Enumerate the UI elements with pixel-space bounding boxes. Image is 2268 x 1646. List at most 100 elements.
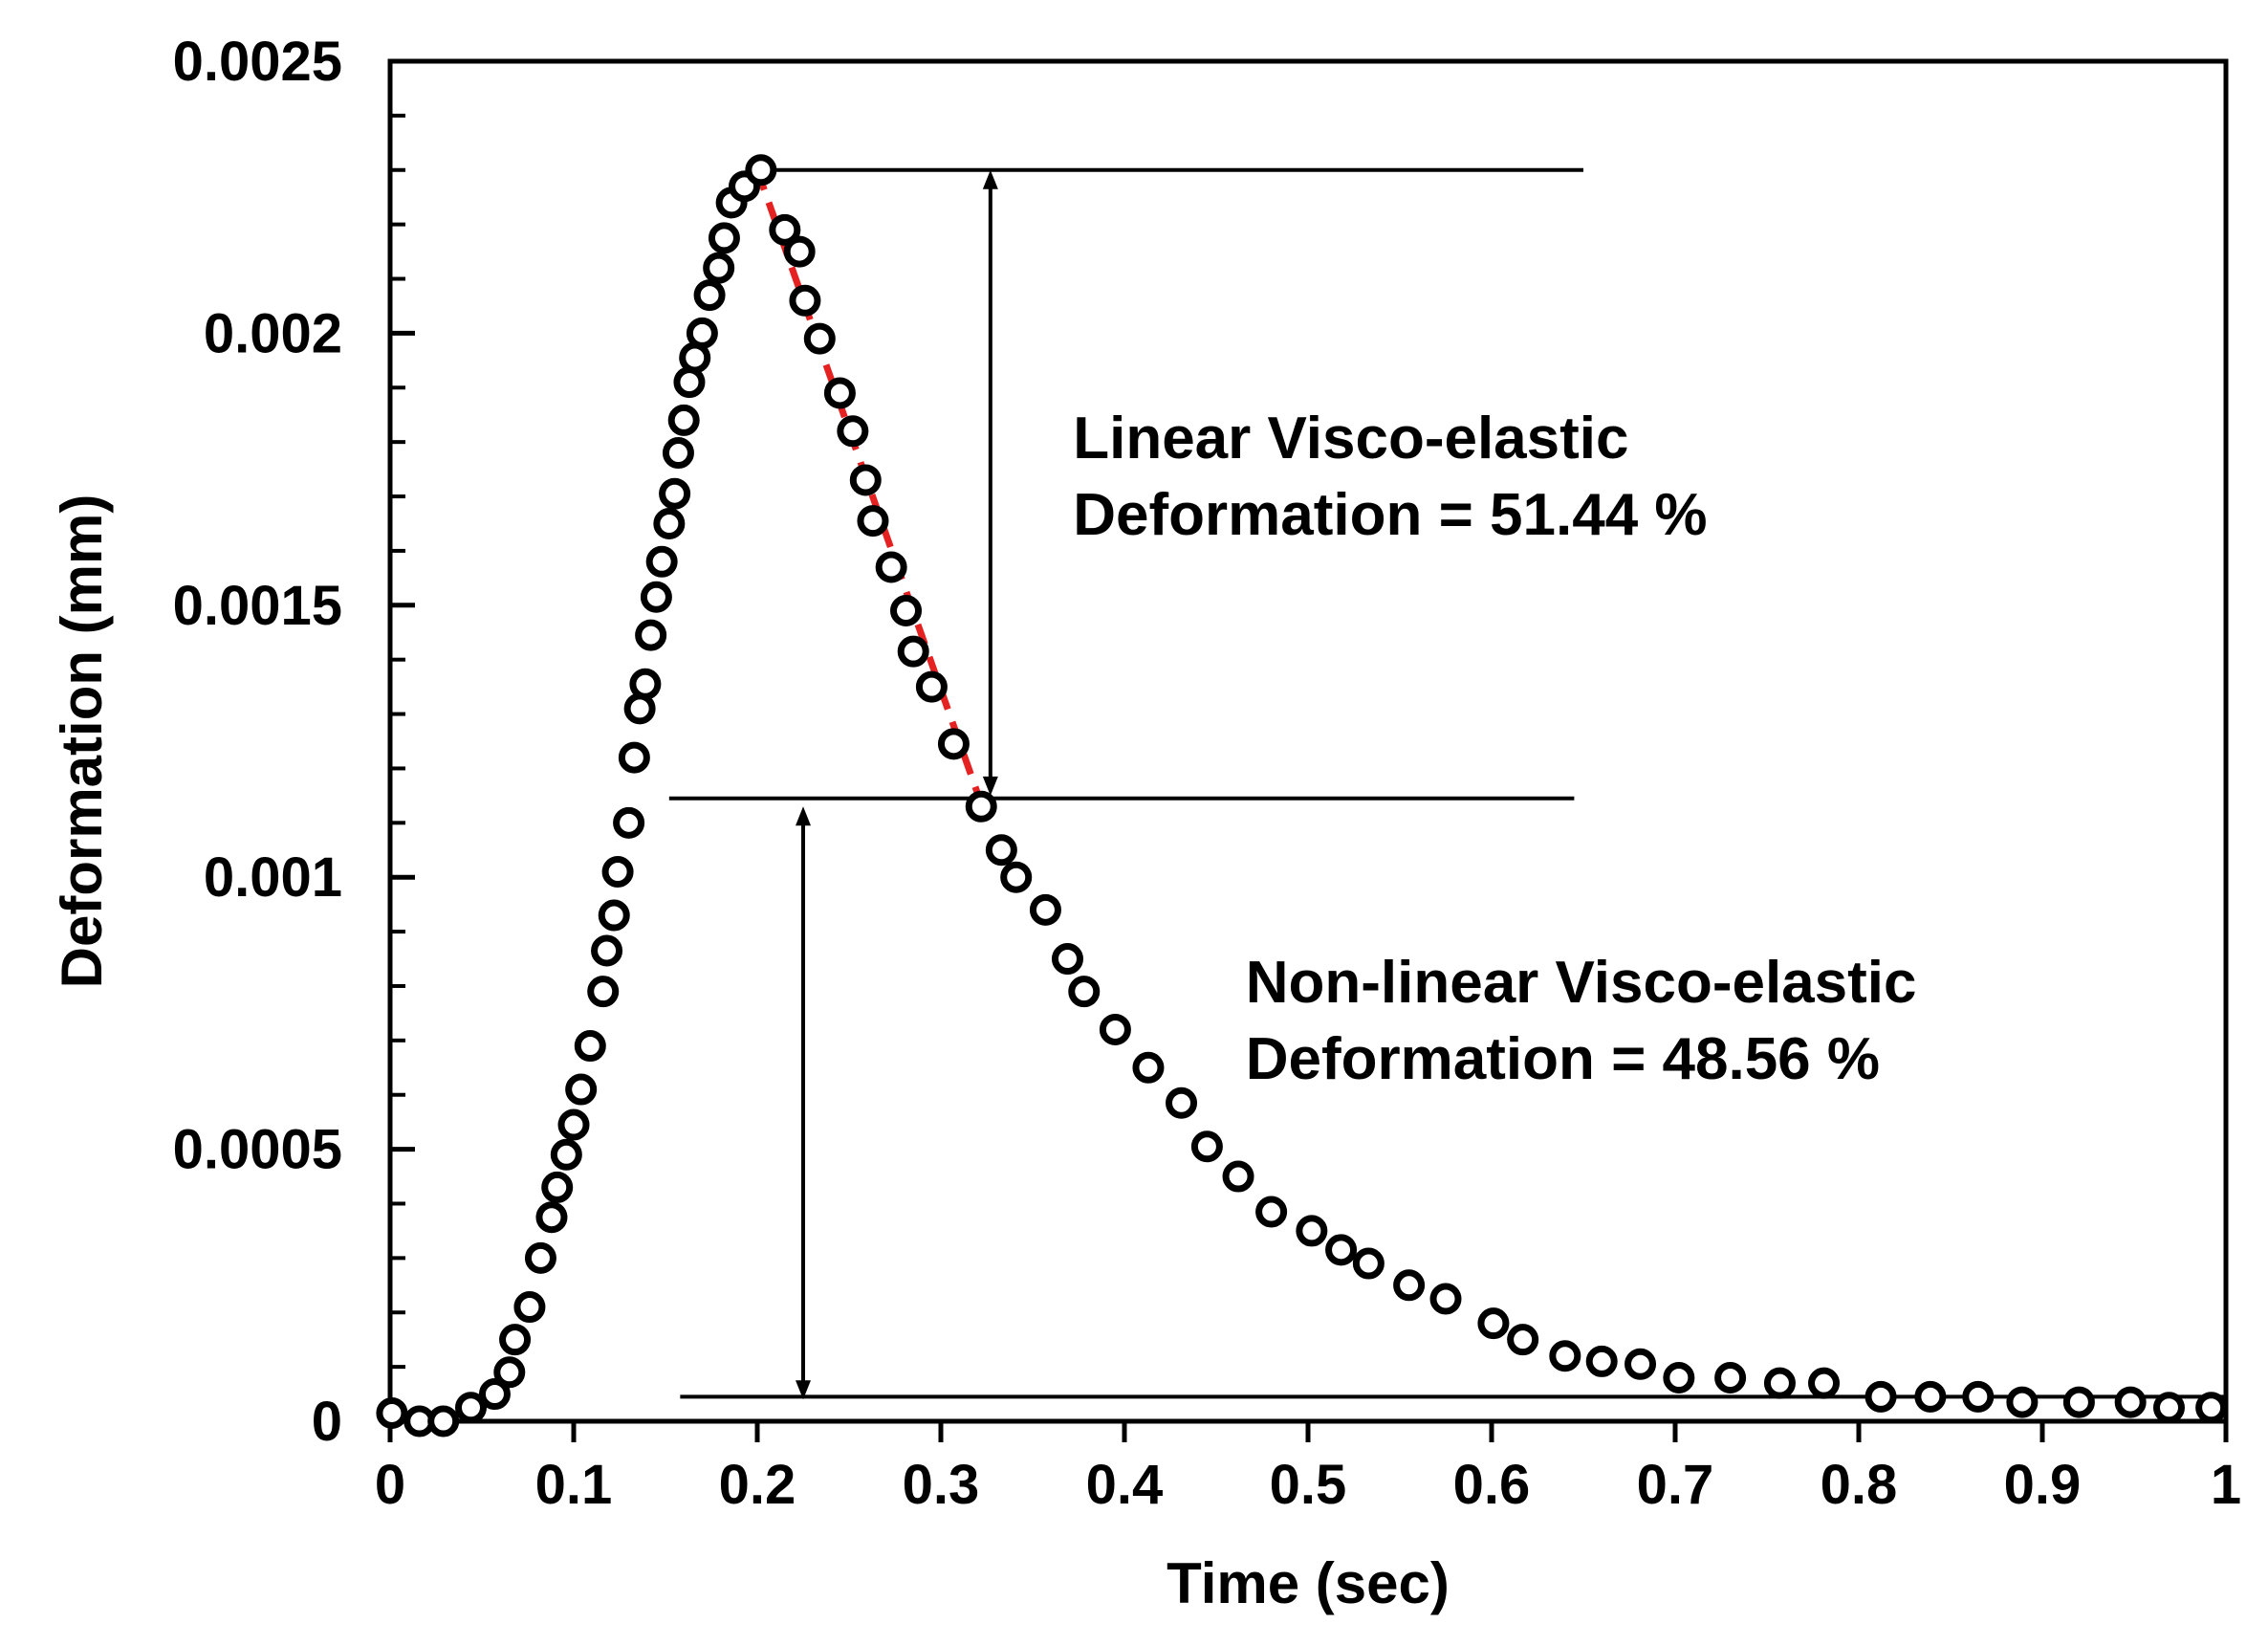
data-point (2195, 1392, 2228, 1424)
linear-arrow (982, 169, 998, 796)
data-point (667, 404, 700, 436)
x-axis-title: Time (sec) (1167, 1551, 1450, 1615)
data-point (1051, 943, 1083, 976)
y-tick-label: 0 (312, 1391, 342, 1453)
data-point (1255, 1196, 1288, 1228)
data-point (1166, 1086, 1198, 1119)
data-point (823, 377, 856, 409)
data-point (1865, 1380, 1897, 1413)
y-tick-label: 0.0005 (173, 1119, 342, 1181)
data-point (535, 1201, 568, 1234)
data-point (591, 934, 623, 967)
data-point (499, 1324, 532, 1356)
data-point (1507, 1324, 1539, 1356)
data-point (427, 1405, 460, 1438)
data-point (587, 976, 620, 1008)
data-point (623, 692, 656, 725)
data-point (659, 477, 691, 510)
data-point (679, 341, 711, 374)
data-point (1808, 1367, 1841, 1399)
data-point (1585, 1345, 1618, 1377)
data-point (653, 507, 686, 539)
data-point (1429, 1283, 1462, 1315)
data-point (1663, 1361, 1695, 1394)
linear-annotation-line: Linear Visco-elastic (1073, 406, 1628, 472)
x-tick-label: 0.9 (2004, 1454, 2082, 1516)
data-point (478, 1378, 511, 1411)
x-tick-label: 0.6 (1453, 1454, 1531, 1516)
data-point (803, 322, 836, 355)
nonlinear-annotation: Non-linear Visco-elastic Deformation = 48… (1246, 950, 1917, 1092)
data-point (783, 235, 816, 268)
data-point (849, 464, 882, 496)
y-axis: 0 0.0005 0.001 0.0015 0.002 0.0025 (173, 31, 415, 1453)
x-tick-label: 0 (375, 1454, 405, 1516)
data-point (837, 415, 869, 448)
data-point (541, 1171, 574, 1203)
nonlinear-annotation-line: Non-linear Visco-elastic (1246, 950, 1917, 1016)
data-point (513, 1291, 546, 1324)
data-point (1914, 1380, 1947, 1413)
data-point (1352, 1247, 1385, 1280)
linear-fit-line (753, 168, 985, 805)
data-point (745, 154, 777, 187)
data-point (1625, 1348, 1657, 1380)
y-minor-ticks (390, 113, 405, 1370)
data-point (897, 635, 929, 668)
data-point (1190, 1130, 1223, 1163)
data-point (565, 1073, 598, 1106)
data-point (1763, 1367, 1796, 1399)
data-point (1296, 1215, 1328, 1247)
reference-lines (668, 167, 2226, 1399)
data-point (662, 437, 694, 470)
data-point (985, 834, 1017, 867)
data-point (635, 619, 667, 651)
data-point (618, 741, 650, 774)
x-tick-label: 0.5 (1270, 1454, 1347, 1516)
data-point (1393, 1269, 1426, 1302)
data-point (2152, 1392, 2185, 1424)
data-point (524, 1241, 556, 1274)
y-tick-label: 0.001 (204, 846, 342, 909)
data-point (857, 505, 889, 538)
x-tick-label: 0.2 (719, 1454, 796, 1516)
data-point (937, 728, 970, 760)
data-point (1029, 893, 1061, 926)
data-point (1549, 1340, 1581, 1372)
data-point (686, 317, 718, 349)
data-point (965, 790, 997, 823)
nonlinear-arrow (796, 806, 811, 1400)
data-point (613, 806, 645, 839)
data-point (601, 856, 634, 889)
data-point (1132, 1051, 1165, 1084)
data-point (769, 213, 801, 246)
data-point (708, 222, 740, 254)
y-tick-label: 0.002 (204, 302, 342, 364)
data-point (1477, 1307, 1510, 1340)
data-point (557, 1108, 590, 1141)
data-point (2114, 1386, 2147, 1418)
data-point (1325, 1234, 1358, 1266)
data-point (376, 1396, 408, 1429)
data-markers (376, 154, 2228, 1438)
y-axis-title: Deformation (mm) (50, 494, 114, 989)
data-point (2062, 1386, 2095, 1418)
data-point (493, 1356, 526, 1389)
data-point (915, 670, 948, 703)
x-tick-label: 1 (2211, 1454, 2241, 1516)
data-point (550, 1138, 582, 1171)
data-point (890, 594, 923, 626)
data-point (645, 545, 678, 578)
data-point (1962, 1380, 1995, 1413)
data-point (574, 1030, 606, 1063)
data-point (789, 284, 821, 317)
data-point (2006, 1386, 2039, 1418)
x-tick-label: 0.7 (1637, 1454, 1714, 1516)
data-point (1099, 1013, 1131, 1045)
data-point (454, 1392, 487, 1424)
y-tick-label: 0.0025 (173, 31, 342, 93)
x-tick-label: 0.4 (1086, 1454, 1164, 1516)
x-tick-label: 0.8 (1821, 1454, 1898, 1516)
linear-fit-layer (753, 168, 985, 805)
